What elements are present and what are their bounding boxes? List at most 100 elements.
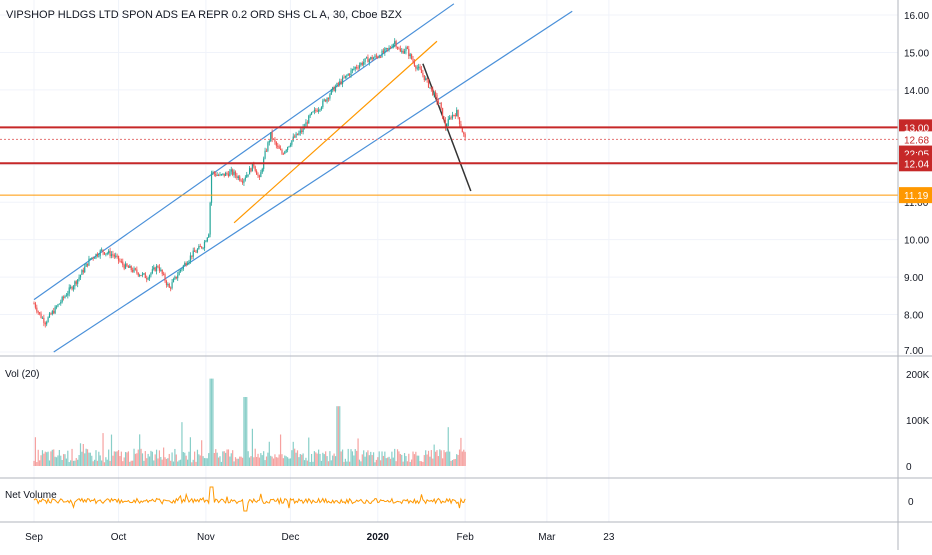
candle-body: [50, 313, 52, 315]
volume-bar: [119, 456, 121, 466]
candle-body: [233, 171, 235, 175]
volume-bar: [258, 457, 261, 466]
candle-body: [378, 56, 380, 58]
volume-bar: [285, 456, 287, 466]
drawings[interactable]: [33, 3, 573, 353]
volume-bar: [395, 461, 397, 466]
candle-body: [288, 146, 290, 148]
candle-body: [389, 47, 392, 49]
volume-bar: [189, 437, 191, 466]
candle-body: [347, 74, 349, 76]
volume-bar: [171, 452, 173, 466]
candle-body: [119, 260, 121, 262]
candle-body: [267, 142, 269, 151]
candle-body: [202, 247, 204, 249]
candle-body: [419, 66, 421, 70]
net-volume-pane-label: Net Volume: [5, 490, 57, 501]
volume-bar: [429, 456, 431, 466]
trend-line-inner-orange[interactable]: [233, 40, 438, 224]
trend-line-upper-channel[interactable]: [33, 3, 455, 301]
volume-bar: [405, 456, 407, 466]
volume-bar: [136, 453, 138, 466]
candle-body: [112, 254, 114, 256]
volume-bar: [65, 458, 68, 466]
candle-body: [179, 269, 182, 272]
candle-body: [62, 296, 65, 298]
volume-bar: [237, 458, 239, 466]
volume-bar: [81, 451, 83, 466]
candle-body: [461, 127, 463, 133]
candle-body: [264, 150, 266, 159]
candle-body: [110, 254, 113, 256]
price-tick-label: 9.00: [904, 273, 924, 284]
volume-bar: [62, 454, 65, 466]
candle-body: [44, 322, 46, 325]
candle-body: [88, 258, 90, 266]
volume-bar: [388, 456, 390, 466]
candle-body: [72, 286, 75, 290]
volume-bar: [79, 443, 82, 466]
volume-bar: [430, 450, 432, 466]
candle-body: [232, 169, 234, 175]
candle-body: [284, 151, 286, 154]
volume-bar: [315, 452, 317, 466]
volume-bar: [143, 460, 145, 466]
volume-bar: [247, 451, 249, 466]
volume-bar: [86, 449, 89, 466]
volume-bar: [215, 449, 217, 466]
candle-body: [60, 301, 62, 304]
volume-bar: [402, 461, 404, 466]
candle-body: [113, 254, 115, 257]
candle-body: [39, 312, 41, 314]
volume-bar: [381, 451, 383, 466]
candle-body: [460, 124, 462, 128]
volume-bar: [117, 450, 120, 466]
volume-bar: [40, 455, 42, 466]
volume-bar: [387, 457, 389, 466]
grid: [0, 0, 898, 522]
volume-bar: [308, 437, 310, 466]
candle-body: [146, 278, 148, 280]
volume-bar: [50, 451, 52, 466]
volume-bar: [318, 449, 320, 466]
candle-body: [253, 163, 255, 167]
volume-bar: [292, 441, 294, 466]
volume-bar: [43, 453, 45, 466]
candle-body: [61, 296, 63, 302]
candle-body: [40, 313, 42, 319]
horizontal-levels[interactable]: [0, 126, 898, 196]
volume-bar: [101, 460, 103, 466]
candle-body: [205, 241, 207, 243]
volume-bar: [343, 461, 345, 466]
candle-body: [213, 171, 215, 174]
volume-bar: [320, 460, 323, 466]
volume-bar: [53, 449, 55, 466]
volume-bar: [47, 451, 49, 466]
volume-bar: [377, 457, 379, 466]
volume-bar: [122, 461, 124, 466]
volume-bar: [371, 455, 373, 466]
volume-bar: [439, 449, 441, 466]
trend-line-middle-channel[interactable]: [53, 10, 573, 353]
candle-body: [92, 257, 94, 259]
volume-bar: [146, 458, 148, 466]
candle-body: [436, 94, 438, 102]
candle-body: [406, 47, 408, 49]
volume-bar: [332, 455, 334, 466]
candle-body: [154, 267, 156, 272]
candle-body: [106, 253, 108, 255]
candle-body: [174, 276, 176, 280]
candle-body: [365, 57, 368, 59]
volume-bar: [360, 461, 362, 466]
candle-body: [329, 94, 331, 99]
volume-bar: [261, 455, 263, 466]
volume-bar: [368, 455, 370, 466]
candle-body: [43, 317, 45, 323]
candle-body: [64, 296, 66, 298]
volume-bar: [325, 451, 327, 466]
volume-bar: [391, 451, 393, 466]
candle-body: [185, 263, 187, 266]
candle-body: [371, 57, 373, 60]
candle-body: [240, 180, 242, 182]
